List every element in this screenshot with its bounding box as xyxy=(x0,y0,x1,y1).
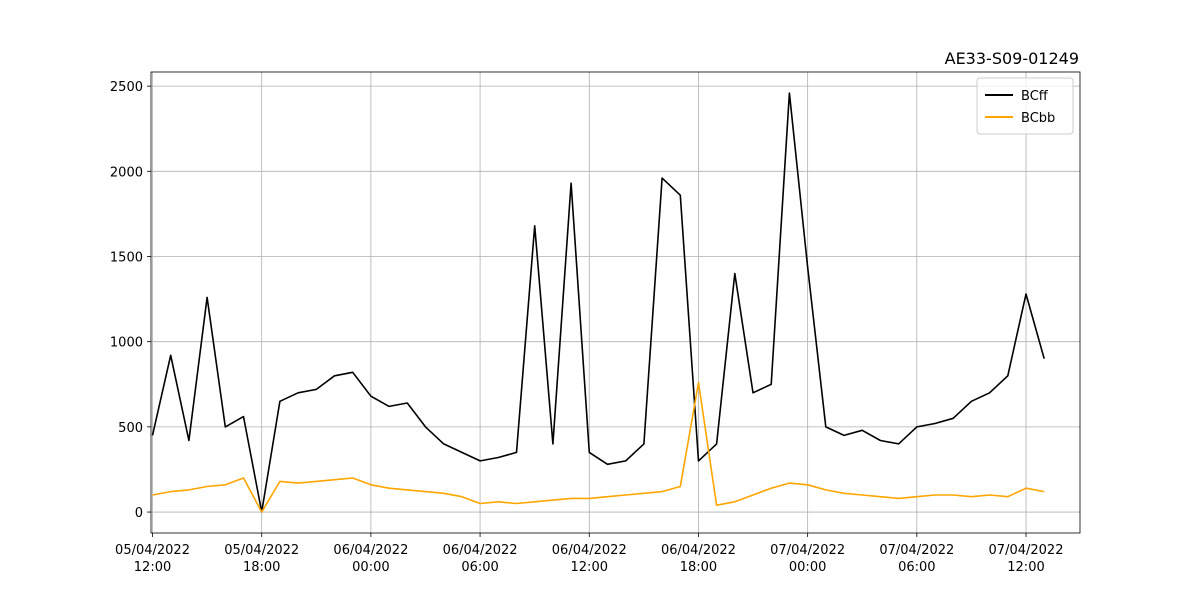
x-tick-label: 06/04/2022 06:00 xyxy=(443,543,518,575)
x-tick-label: 07/04/2022 06:00 xyxy=(879,543,954,575)
grid xyxy=(151,72,1080,533)
x-tick-label: 07/04/2022 12:00 xyxy=(989,543,1064,575)
x-tick-label: 06/04/2022 00:00 xyxy=(333,543,408,575)
x-tick-label: 05/04/2022 12:00 xyxy=(115,543,190,575)
x-tick-label: 06/04/2022 12:00 xyxy=(552,543,627,575)
chart-title: AE33-S09-01249 xyxy=(945,49,1079,68)
plot-area xyxy=(151,72,1080,533)
y-tick-label: 1500 xyxy=(110,251,143,266)
axes-frame xyxy=(150,71,1081,534)
x-tick-label: 07/04/2022 00:00 xyxy=(770,543,845,575)
series-line xyxy=(152,381,1045,513)
y-tick-label: 2000 xyxy=(110,165,143,180)
y-tick-label: 500 xyxy=(118,421,143,436)
legend-label: BCff xyxy=(1021,89,1049,104)
legend: BCff BCbb xyxy=(976,77,1074,135)
x-tick-label: 05/04/2022 18:00 xyxy=(224,543,299,575)
data xyxy=(151,92,1045,513)
legend-box xyxy=(976,77,1074,135)
y-tick-label: 1000 xyxy=(110,336,143,351)
x-tick-label: 06/04/2022 18:00 xyxy=(661,543,736,575)
series-line xyxy=(151,92,1045,513)
y-tick-label: 2500 xyxy=(110,80,143,95)
legend-label: BCbb xyxy=(1021,111,1055,126)
y-tick-label: 0 xyxy=(135,506,143,521)
